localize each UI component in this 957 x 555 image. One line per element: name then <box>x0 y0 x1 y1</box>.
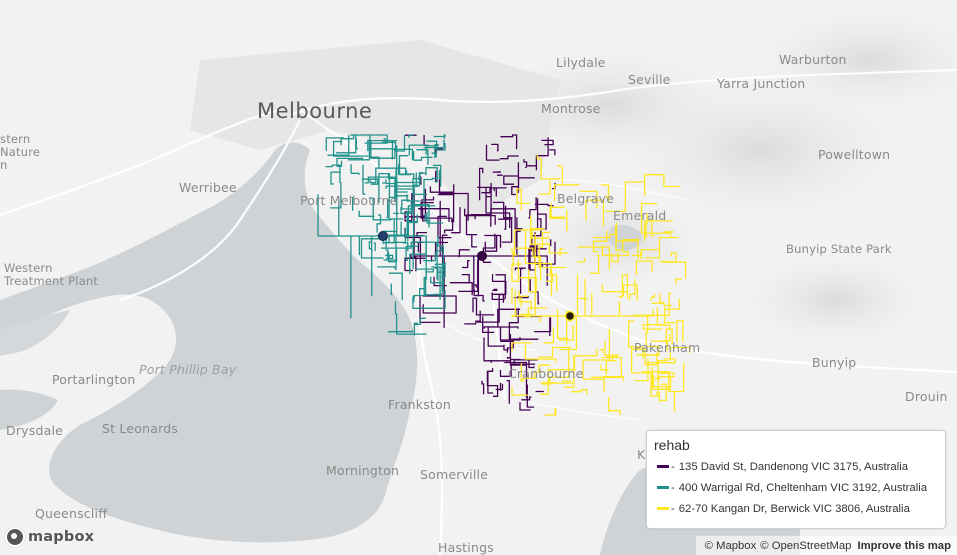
network-cheltenham <box>317 134 446 336</box>
place-label-pakenham: Pakenham <box>634 340 701 355</box>
place-label-lilydale: Lilydale <box>556 55 606 70</box>
place-label-seville: Seville <box>628 72 671 87</box>
legend-item-label: 135 David St, Dandenong VIC 3175, Austra… <box>678 461 908 473</box>
facility-markers <box>378 231 576 322</box>
place-label-hastings: Hastings <box>438 540 494 555</box>
place-label-mornington: Mornington <box>326 463 400 478</box>
legend-item-label: 62-70 Kangan Dr, Berwick VIC 3806, Austr… <box>678 503 910 515</box>
place-label-belgrave: Belgrave <box>557 191 615 206</box>
place-label-queenscliff: Queenscliff <box>35 506 108 521</box>
network-berwick <box>511 155 691 416</box>
place-label-western-treatment-plant: Western Treatment Plant <box>4 261 99 288</box>
place-label-werribee: Werribee <box>179 180 237 195</box>
place-label-portarlington: Portarlington <box>52 372 136 387</box>
place-label-yarra-junction: Yarra Junction <box>717 76 806 91</box>
network-path-berwick <box>511 155 691 416</box>
place-label-drysdale: Drysdale <box>6 423 64 438</box>
marker-dandenong-facility[interactable] <box>477 251 487 261</box>
place-label-frankston: Frankston <box>388 397 452 412</box>
place-label-bunyip: Bunyip <box>812 355 857 370</box>
legend: rehab -135 David St, Dandenong VIC 3175,… <box>646 430 946 529</box>
place-label-bunyip-state-park: Bunyip State Park <box>786 242 892 256</box>
legend-item-label: 400 Warrigal Rd, Cheltenham VIC 3192, Au… <box>678 482 928 494</box>
legend-item-dandenong: -135 David St, Dandenong VIC 3175, Austr… <box>657 461 908 473</box>
place-label-western-nature: stern Nature n <box>0 132 41 172</box>
place-label-port-phillip-bay: Port Phillip Bay <box>139 362 237 377</box>
legend-swatch <box>657 506 669 510</box>
network-path-cheltenham <box>317 134 446 336</box>
place-label-somerville: Somerville <box>420 467 489 482</box>
place-label-montrose: Montrose <box>541 101 601 116</box>
attribution-mapbox-link[interactable]: © Mapbox <box>704 539 757 552</box>
place-label-warburton: Warburton <box>779 52 847 67</box>
network-dandenong <box>404 134 556 411</box>
attribution-bar: © Mapbox © OpenStreetMap Improve this ma… <box>695 536 957 555</box>
mapbox-logo-icon <box>5 527 25 547</box>
place-label-st-leonards: St Leonards <box>102 421 179 436</box>
legend-title: rehab <box>654 437 690 453</box>
marker-cheltenham-facility[interactable] <box>378 231 388 241</box>
place-label-port-melbourne: Port Melbourne <box>300 193 398 208</box>
place-label-cranbourne: Cranbourne <box>508 366 584 381</box>
network-path-dandenong <box>404 134 556 411</box>
place-label-melbourne: Melbourne <box>257 99 373 123</box>
legend-swatch <box>657 485 669 489</box>
legend-item-cheltenham: -400 Warrigal Rd, Cheltenham VIC 3192, A… <box>657 482 927 494</box>
place-label-powelltown: Powelltown <box>818 147 891 162</box>
mapbox-logo[interactable]: mapbox <box>5 527 94 547</box>
place-label-koo-wee-rup: K <box>637 447 646 462</box>
legend-swatch <box>657 464 669 468</box>
attribution-osm-link[interactable]: © OpenStreetMap <box>760 539 852 552</box>
mapbox-logo-text: mapbox <box>28 529 95 545</box>
improve-map-link[interactable]: Improve this map <box>857 539 951 552</box>
marker-berwick-facility[interactable] <box>564 310 576 322</box>
place-label-emerald: Emerald <box>613 208 667 223</box>
legend-item-berwick: -62-70 Kangan Dr, Berwick VIC 3806, Aust… <box>657 503 910 515</box>
place-label-drouin: Drouin <box>905 389 948 404</box>
